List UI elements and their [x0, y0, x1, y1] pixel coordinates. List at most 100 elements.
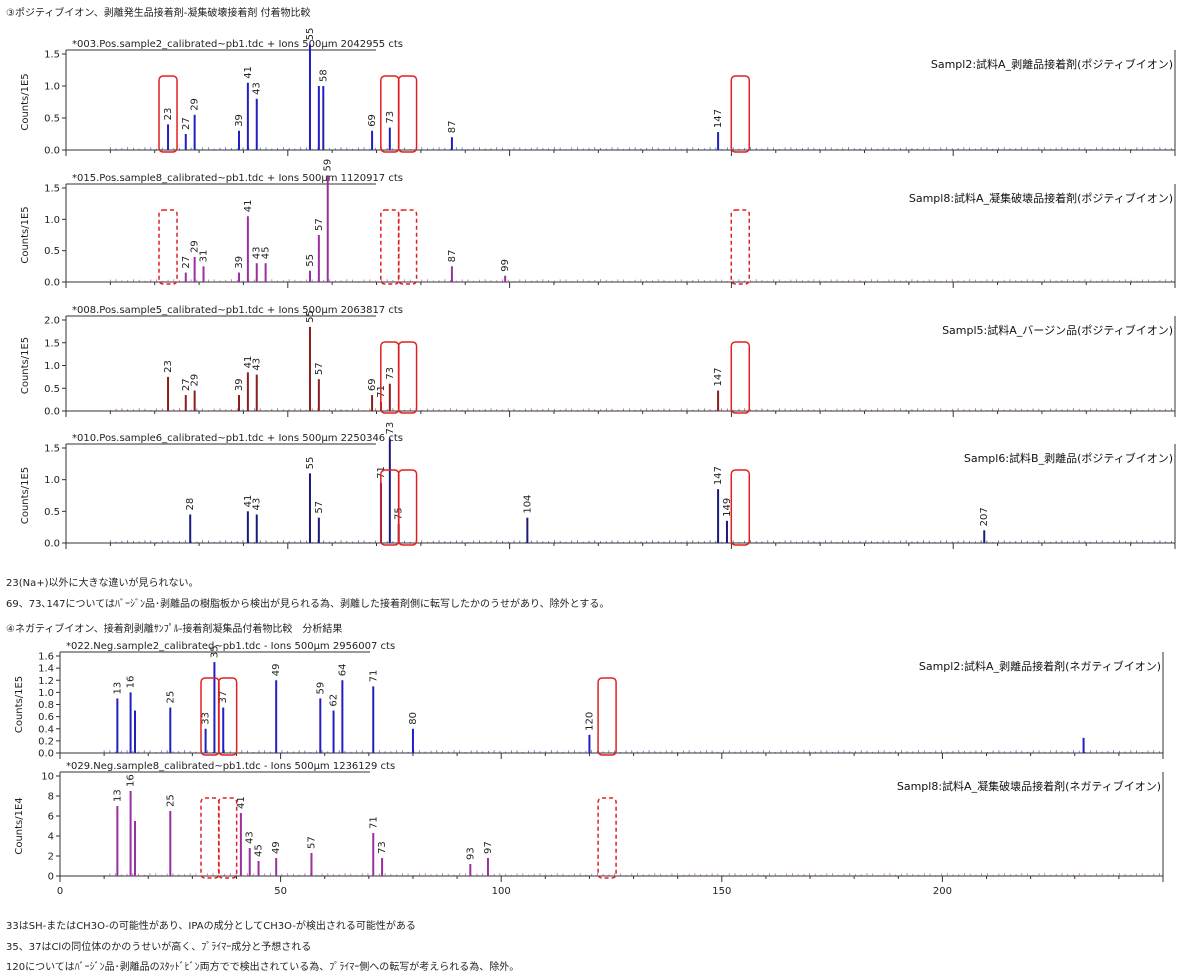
peak-label: 29 — [190, 240, 201, 253]
y-tick-label: 0.0 — [44, 146, 60, 157]
spectrum-title: *022.Neg.sample2_calibrated~pb1.tdc - Io… — [66, 641, 395, 652]
highlight-box — [158, 75, 178, 153]
note-5: 120についてはﾊﾞｰｼﾞﾝ品･剥離品のｽﾀｯﾄﾞﾋﾞﾝ両方でで検出されている為… — [6, 962, 520, 973]
y-tick-label: 1.5 — [44, 444, 60, 455]
peak-label: 43 — [245, 831, 256, 844]
peak-label: 71 — [368, 670, 379, 683]
y-tick-label: 0.0 — [38, 749, 54, 760]
sample-legend: Sampl8:試料A_凝集破壊品接着剤(ポジティブイオン) — [909, 191, 1173, 205]
y-tick-label: 0.5 — [44, 507, 60, 518]
peak-label: 69 — [367, 378, 378, 391]
y-axis-label: Counts/1E5 — [14, 676, 25, 733]
highlight-box — [730, 75, 751, 153]
y-tick-label: 0.5 — [44, 114, 60, 125]
y-tick-label: 0.4 — [38, 724, 54, 735]
y-tick-label: 0.6 — [38, 712, 54, 723]
peak-label: 59 — [323, 159, 334, 172]
highlight-box — [397, 469, 418, 546]
peak-label: 25 — [165, 794, 176, 807]
y-axis-label: Counts/1E5 — [20, 337, 31, 394]
spectrum-title: *015.Pos.sample8_calibrated~pb1.tdc + Io… — [72, 173, 403, 184]
peak-label: 104 — [522, 495, 533, 514]
y-axis-label: Counts/1E5 — [20, 467, 31, 524]
y-tick-label: 4 — [48, 832, 54, 843]
note-3: 33はSH-またはCH3O-の可能性があり、IPAの成分としてCH3O-が検出さ… — [6, 921, 416, 932]
sample-legend: Sampl8:試料A_凝集破壊品接着剤(ネガティブイオン) — [897, 779, 1161, 793]
peak-label: 27 — [181, 256, 192, 269]
peak-label: 23 — [163, 360, 174, 373]
peak-label: 13 — [112, 682, 123, 695]
peak-label: 97 — [483, 841, 494, 854]
peak-label: 28 — [185, 498, 196, 511]
peak-label: 49 — [271, 664, 282, 677]
peak-label: 41 — [243, 66, 254, 79]
spectrum-title: *008.Pos.sample5_calibrated~pb1.tdc + Io… — [72, 305, 403, 316]
peak-label: 71 — [368, 816, 379, 829]
peak-label: 27 — [181, 378, 192, 391]
peak-label: 80 — [408, 712, 419, 725]
x-tick-label: 150 — [712, 886, 731, 897]
x-tick-label: 50 — [274, 886, 287, 897]
sample-legend: Sampl5:試料A_バージン品(ポジティブイオン) — [942, 323, 1173, 337]
peak-label: 99 — [500, 259, 511, 272]
peak-label: 29 — [190, 374, 201, 387]
peak-label: 59 — [315, 682, 326, 695]
y-tick-label: 0.0 — [44, 539, 60, 550]
y-tick-label: 1.2 — [38, 676, 54, 687]
highlight-box — [597, 797, 617, 879]
highlight-box — [730, 209, 751, 285]
highlight-box — [730, 469, 751, 546]
peak-label: 43 — [252, 358, 263, 371]
sample-legend: Sampl2:試料A_剥離品接着剤(ポジティブイオン) — [931, 57, 1173, 71]
peak-label: 147 — [713, 367, 724, 386]
note-2: 69、73､147についてはﾊﾞｰｼﾞﾝ品･剥離品の樹脂板から検出が見られる為、… — [6, 599, 610, 610]
note-4: 35、37はClの同位体のかのうせいが高く、ﾌﾟﾗｲﾏｰ成分と予想される — [6, 942, 312, 953]
peak-label: 37 — [218, 691, 229, 704]
peak-label: 147 — [713, 466, 724, 485]
y-tick-label: 1.5 — [44, 184, 60, 195]
peak-label: 23 — [163, 108, 174, 121]
y-tick-label: 0 — [48, 872, 54, 883]
section3-heading: ③ポジティブイオン、剥離発生品接着剤-凝集破壊接着剤 付着物比較 — [6, 8, 311, 19]
peak-label: 13 — [112, 789, 123, 802]
peak-label: 58 — [318, 69, 329, 82]
peak-label: 73 — [385, 422, 396, 435]
y-tick-label: 1.5 — [44, 338, 60, 349]
y-axis-label: Counts/1E4 — [14, 797, 25, 854]
y-tick-label: 1.0 — [44, 82, 60, 93]
peak-label: 45 — [261, 246, 272, 259]
peak-label: 73 — [377, 841, 388, 854]
highlight-box — [380, 209, 400, 285]
peak-label: 43 — [252, 246, 263, 259]
highlight-box — [397, 341, 418, 414]
y-tick-label: 0.5 — [44, 384, 60, 395]
x-tick-label: 100 — [492, 886, 511, 897]
peak-label: 16 — [126, 774, 137, 787]
peak-label: 25 — [165, 691, 176, 704]
y-tick-label: 0.5 — [44, 246, 60, 257]
y-tick-label: 1.0 — [44, 215, 60, 226]
y-tick-label: 2 — [48, 852, 54, 863]
peak-label: 69 — [367, 114, 378, 127]
highlight-box — [397, 209, 418, 285]
peak-label: 55 — [305, 28, 316, 41]
y-tick-label: 6 — [48, 812, 54, 823]
section4-heading: ④ネガティブイオン、接着剤剥離ｻﾝﾌﾟﾙ-接着剤凝集品付着物比較 分析結果 — [6, 624, 343, 635]
peak-label: 57 — [314, 362, 325, 375]
y-tick-label: 1.4 — [38, 664, 54, 675]
peak-label: 64 — [337, 664, 348, 677]
peak-label: 41 — [243, 356, 254, 369]
peak-label: 87 — [447, 250, 458, 263]
peak-label: 62 — [329, 694, 340, 707]
peak-label: 16 — [126, 676, 137, 689]
peak-label: 147 — [713, 109, 724, 128]
peak-label: 31 — [199, 250, 210, 263]
peak-label: 73 — [385, 367, 396, 380]
peak-label: 57 — [306, 836, 317, 849]
highlight-box — [397, 75, 418, 153]
peak-label: 120 — [584, 712, 595, 731]
peak-label: 57 — [314, 218, 325, 231]
y-axis-label: Counts/1E5 — [20, 73, 31, 130]
peak-label: 27 — [181, 117, 192, 130]
spectrum-title: *010.Pos.sample6_calibrated~pb1.tdc + Io… — [72, 433, 403, 444]
